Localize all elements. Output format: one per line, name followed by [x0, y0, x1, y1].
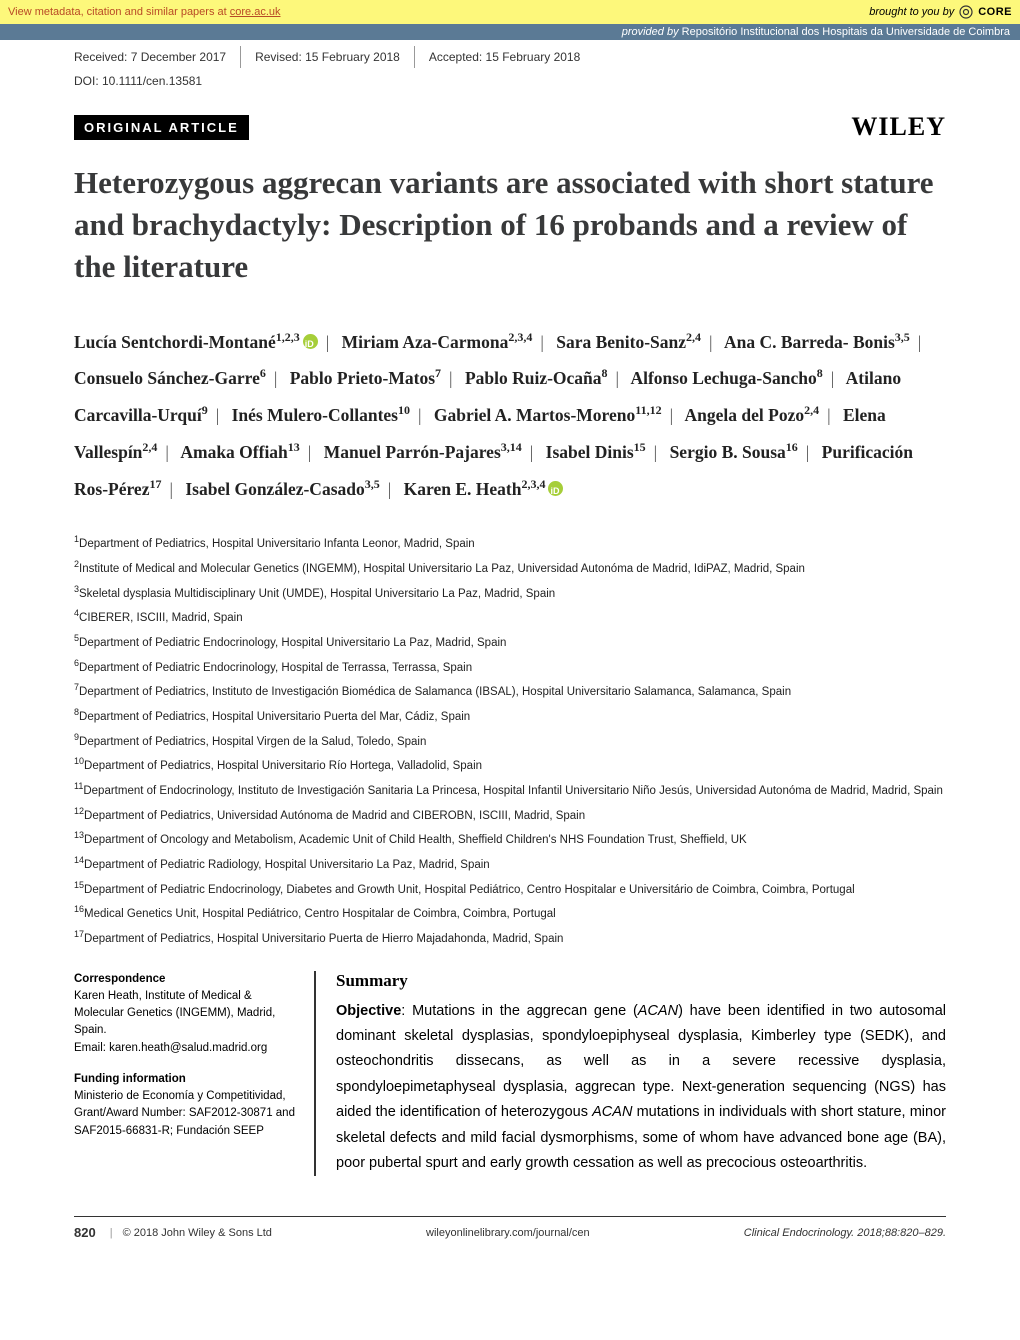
- copyright: © 2018 John Wiley & Sons Ltd: [123, 1227, 272, 1239]
- page-footer: 820 | © 2018 John Wiley & Sons Ltd wiley…: [74, 1216, 946, 1240]
- author-separator: |: [709, 332, 713, 352]
- orcid-icon[interactable]: [548, 481, 563, 496]
- affiliation-list: 1Department of Pediatrics, Hospital Univ…: [74, 531, 946, 950]
- affiliation: 1Department of Pediatrics, Hospital Univ…: [74, 531, 946, 556]
- author: Isabel Dinis15: [546, 442, 646, 462]
- core-brand[interactable]: CORE: [978, 6, 1012, 18]
- orcid-icon[interactable]: [303, 334, 318, 349]
- author-separator: |: [418, 405, 422, 425]
- author: Inés Mulero-Collantes10: [232, 405, 410, 425]
- affiliation: 16Medical Genetics Unit, Hospital Pediát…: [74, 901, 946, 926]
- summary-column: Summary Objective: Mutations in the aggr…: [314, 971, 946, 1177]
- author: Sergio B. Sousa16: [670, 442, 798, 462]
- funding-heading: Funding information: [74, 1071, 296, 1088]
- author-separator: |: [169, 479, 173, 499]
- author-separator: |: [827, 405, 831, 425]
- author: Manuel Parrón-Pajares3,14: [324, 442, 522, 462]
- author: Karen E. Heath2,3,4: [404, 479, 564, 499]
- author: Amaka Offiah13: [180, 442, 299, 462]
- author: Sara Benito-Sanz2,4: [556, 332, 701, 352]
- author-separator: |: [670, 405, 674, 425]
- author-separator: |: [165, 442, 169, 462]
- journal-url: wileyonlinelibrary.com/journal/cen: [272, 1227, 744, 1239]
- affiliation: 10Department of Pediatrics, Hospital Uni…: [74, 753, 946, 778]
- affiliation: 15Department of Pediatric Endocrinology,…: [74, 877, 946, 902]
- core-banner-right: brought to you by CORE: [869, 4, 1012, 20]
- core-prefix: View metadata, citation and similar pape…: [8, 6, 230, 18]
- author: Ana C. Barreda- Bonis3,5: [724, 332, 910, 352]
- affiliation: 8Department of Pediatrics, Hospital Univ…: [74, 704, 946, 729]
- summary-body: Objective: Mutations in the aggrecan gen…: [336, 999, 946, 1177]
- core-link[interactable]: core.ac.uk: [230, 6, 281, 18]
- author: Gabriel A. Martos-Moreno11,12: [434, 405, 662, 425]
- correspondence-heading: Correspondence: [74, 971, 296, 988]
- footer-separator: |: [110, 1227, 113, 1239]
- author-list: Lucía Sentchordi-Montané1,2,3 | Miriam Az…: [74, 324, 946, 508]
- date-received: Received: 7 December 2017: [74, 46, 241, 68]
- author: Pablo Prieto-Matos7: [290, 368, 441, 388]
- affiliation: 11Department of Endocrinology, Instituto…: [74, 778, 946, 803]
- author: Isabel González-Casado3,5: [185, 479, 379, 499]
- core-brought: brought to you by: [869, 6, 954, 18]
- author-separator: |: [616, 368, 620, 388]
- author-separator: |: [831, 368, 835, 388]
- affiliation: 14Department of Pediatric Radiology, Hos…: [74, 852, 946, 877]
- date-revised: Revised: 15 February 2018: [255, 46, 415, 68]
- publisher-logo: WILEY: [851, 112, 946, 142]
- affiliation: 5Department of Pediatric Endocrinology, …: [74, 630, 946, 655]
- article-type-badge: ORIGINAL ARTICLE: [74, 115, 249, 140]
- correspondence-email: Email: karen.heath@salud.madrid.org: [74, 1040, 296, 1057]
- author: Miriam Aza-Carmona2,3,4: [342, 332, 533, 352]
- page-number: 820: [74, 1225, 96, 1240]
- core-banner-left[interactable]: View metadata, citation and similar pape…: [8, 6, 281, 18]
- core-logo-icon: [958, 4, 974, 20]
- affiliation: 17Department of Pediatrics, Hospital Uni…: [74, 926, 946, 951]
- author-separator: |: [540, 332, 544, 352]
- article-title: Heterozygous aggrecan variants are assoc…: [74, 162, 946, 288]
- core-banner: View metadata, citation and similar pape…: [0, 0, 1020, 24]
- author-separator: |: [308, 442, 312, 462]
- affiliation: 13Department of Oncology and Metabolism,…: [74, 827, 946, 852]
- author-separator: |: [918, 332, 922, 352]
- date-accepted: Accepted: 15 February 2018: [429, 46, 594, 68]
- correspondence-body: Karen Heath, Institute of Medical & Mole…: [74, 988, 296, 1040]
- author-separator: |: [654, 442, 658, 462]
- author-separator: |: [388, 479, 392, 499]
- affiliation: 6Department of Pediatric Endocrinology, …: [74, 655, 946, 680]
- affiliation: 7Department of Pediatrics, Instituto de …: [74, 679, 946, 704]
- author-separator: |: [274, 368, 278, 388]
- correspondence-column: Correspondence Karen Heath, Institute of…: [74, 971, 314, 1177]
- affiliation: 9Department of Pediatrics, Hospital Virg…: [74, 729, 946, 754]
- author-separator: |: [530, 442, 534, 462]
- author-separator: |: [326, 332, 330, 352]
- objective-label: Objective: [336, 1003, 401, 1019]
- author: Angela del Pozo2,4: [685, 405, 820, 425]
- doi: DOI: 10.1111/cen.13581: [74, 74, 946, 94]
- affiliation: 3Skeletal dysplasia Multidisciplinary Un…: [74, 581, 946, 606]
- summary-heading: Summary: [336, 971, 946, 991]
- affiliation: 4CIBERER, ISCIII, Madrid, Spain: [74, 605, 946, 630]
- author: Consuelo Sánchez-Garre6: [74, 368, 266, 388]
- funding-body: Ministerio de Economía y Competitividad,…: [74, 1088, 296, 1140]
- author-separator: |: [806, 442, 810, 462]
- author: Alfonso Lechuga-Sancho8: [630, 368, 822, 388]
- article-dates: Received: 7 December 2017 Revised: 15 Fe…: [74, 46, 946, 68]
- provided-by-label: provided by: [622, 26, 682, 38]
- affiliation: 12Department of Pediatrics, Universidad …: [74, 803, 946, 828]
- author: Pablo Ruiz-Ocaña8: [465, 368, 608, 388]
- author: Lucía Sentchordi-Montané1,2,3: [74, 332, 318, 352]
- author-separator: |: [216, 405, 220, 425]
- author-separator: |: [449, 368, 453, 388]
- affiliation: 2Institute of Medical and Molecular Gene…: [74, 556, 946, 581]
- repository-link[interactable]: Repositório Institucional dos Hospitais …: [682, 26, 1010, 38]
- repository-bar: provided by Repositório Institucional do…: [0, 24, 1020, 40]
- citation: Clinical Endocrinology. 2018;88:820–829.: [744, 1227, 946, 1239]
